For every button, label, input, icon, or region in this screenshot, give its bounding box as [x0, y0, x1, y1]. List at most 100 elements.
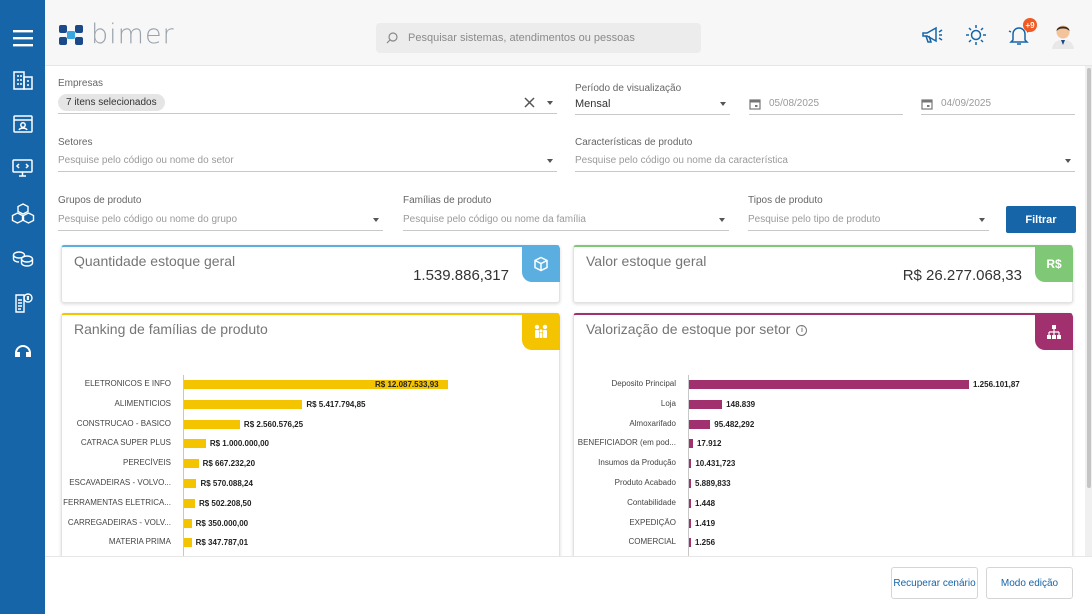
- bar[interactable]: [184, 538, 192, 548]
- avatar[interactable]: [1048, 20, 1078, 50]
- bar[interactable]: [689, 518, 691, 528]
- document-dollar-icon[interactable]: [9, 290, 36, 317]
- bar-row[interactable]: CATRACA SUPER PLUS R$ 1.000.000,00: [62, 438, 542, 450]
- grupos-select[interactable]: Pesquise pelo código ou nome do grupo: [58, 209, 383, 231]
- empresas-select[interactable]: 7 itens selecionados: [58, 92, 557, 114]
- bar-value-label: 10.431,723: [695, 459, 736, 469]
- notification-bell-icon[interactable]: +9: [1004, 18, 1037, 50]
- bar-category-label: ESCAVADEIRAS - VOLVO...: [69, 478, 171, 487]
- bar-row[interactable]: COMERCIAL 1.256: [574, 537, 1054, 549]
- valorizacao-setor-title: Valorização de estoque por setor i: [586, 321, 808, 337]
- bar[interactable]: [184, 439, 206, 449]
- filter-button[interactable]: Filtrar: [1006, 206, 1076, 233]
- bar[interactable]: [689, 380, 969, 389]
- chevron-down-icon[interactable]: [547, 100, 553, 105]
- bottom-action-bar: Recuperar cenário Modo edição: [45, 556, 1092, 614]
- logo[interactable]: bimer: [57, 19, 175, 50]
- kpi-valor-card: Valor estoque geral R$ 26.277.068,33 R$: [573, 245, 1073, 303]
- bar-row[interactable]: Contabilidade 1.448: [574, 498, 1054, 510]
- bar-category-label: Almoxarifado: [629, 418, 676, 428]
- edit-mode-button[interactable]: Modo edição: [986, 567, 1073, 599]
- bar-value-label: 95.482,292: [714, 419, 755, 429]
- bar[interactable]: [689, 419, 711, 429]
- bar[interactable]: [689, 439, 693, 449]
- bar-row[interactable]: MATERIA PRIMA R$ 347.787,01: [62, 537, 542, 549]
- periodo-select[interactable]: Mensal: [575, 93, 730, 115]
- bar-row[interactable]: Produto Acabado 5.889,833: [574, 478, 1054, 490]
- bar[interactable]: [184, 459, 199, 469]
- menu-icon[interactable]: [9, 24, 36, 51]
- chevron-down-icon[interactable]: [720, 101, 726, 106]
- bar-row[interactable]: PERECÍVEIS R$ 667.232,20: [62, 458, 542, 470]
- search-input[interactable]: [408, 32, 688, 44]
- tipos-select[interactable]: Pesquise pelo tipo de produto: [748, 209, 989, 231]
- bar[interactable]: [184, 498, 195, 508]
- bar[interactable]: [184, 419, 240, 429]
- data-inicio-field[interactable]: 05/08/2025: [749, 93, 903, 115]
- bar-value-label: 17.912: [696, 439, 722, 449]
- info-icon[interactable]: i: [796, 324, 808, 336]
- global-search[interactable]: [376, 23, 701, 53]
- chevron-down-icon[interactable]: [979, 217, 985, 222]
- bar-category-label: CONSTRUCAO - BASICO: [76, 418, 171, 428]
- bar-row[interactable]: FERRAMENTAS ELETRICA... R$ 502.208,50: [62, 498, 542, 510]
- calendar-icon[interactable]: [749, 98, 761, 110]
- chart-axis: [688, 375, 689, 556]
- support-icon[interactable]: [9, 336, 36, 363]
- recover-scenario-button[interactable]: Recuperar cenário: [891, 567, 978, 599]
- ranking-familias-card: Ranking de famílias de produto ELETRONIC…: [61, 313, 560, 556]
- familias-select[interactable]: Pesquise pelo código ou nome da família: [403, 209, 729, 231]
- bar-value-label: 5.889,833: [695, 479, 731, 488]
- bar-row[interactable]: Almoxarifado 95.482,292: [574, 419, 1054, 431]
- bar-row[interactable]: ALIMENTICIOS R$ 5.417.794,85: [62, 399, 542, 411]
- bar[interactable]: [689, 479, 691, 488]
- bar[interactable]: [689, 498, 691, 508]
- familias-label: Famílias de produto: [403, 195, 492, 206]
- bar[interactable]: [184, 518, 192, 528]
- calendar-icon[interactable]: [921, 98, 933, 110]
- bar-row[interactable]: CARREGADEIRAS - VOLV... R$ 350.000,00: [62, 518, 542, 530]
- box-icon: [522, 246, 560, 282]
- bar-row[interactable]: EXPEDIÇÃO 1.419: [574, 518, 1054, 530]
- bar[interactable]: [689, 538, 691, 548]
- bar-category-label: Deposito Principal: [611, 379, 676, 388]
- bar-value-label: R$ 570.088,24: [200, 479, 253, 488]
- chevron-down-icon[interactable]: [547, 158, 553, 163]
- bar-row[interactable]: Loja 148.839: [574, 399, 1054, 411]
- setores-select[interactable]: Pesquise pelo código ou nome do setor: [58, 150, 557, 172]
- bar[interactable]: [184, 399, 303, 409]
- chevron-down-icon[interactable]: [1065, 158, 1071, 163]
- coins-icon[interactable]: [9, 244, 36, 271]
- chevron-down-icon[interactable]: [719, 217, 725, 222]
- bar-value-label: 148.839: [726, 399, 756, 409]
- boxes-icon[interactable]: [9, 200, 36, 227]
- bar-category-label: MATERIA PRIMA: [108, 537, 171, 547]
- bar[interactable]: [184, 479, 197, 488]
- building-icon[interactable]: [9, 66, 36, 93]
- empresas-chip[interactable]: 7 itens selecionados: [58, 94, 165, 111]
- data-fim-field[interactable]: 04/09/2025: [921, 93, 1075, 115]
- bar-category-label: CATRACA SUPER PLUS: [80, 438, 171, 448]
- chevron-down-icon[interactable]: [373, 217, 379, 222]
- bar-row[interactable]: ELETRONICOS E INFO R$ 12.087.533,93: [62, 379, 542, 391]
- scrollbar-thumb[interactable]: [1087, 68, 1091, 488]
- clear-icon[interactable]: [524, 97, 535, 108]
- setores-label: Setores: [58, 137, 93, 148]
- bar-category-label: Contabilidade: [627, 497, 676, 507]
- contact-card-icon[interactable]: [9, 110, 36, 137]
- bar-row[interactable]: Insumos da Produção 10.431,723: [574, 458, 1054, 470]
- bar-category-label: ELETRONICOS E INFO: [84, 379, 171, 388]
- bar-row[interactable]: BENEFICIADOR (em pod... 17.912: [574, 438, 1054, 450]
- bar[interactable]: [184, 380, 448, 389]
- bar[interactable]: [689, 399, 723, 409]
- bar-row[interactable]: CONSTRUCAO - BASICO R$ 2.560.576,25: [62, 419, 542, 431]
- caracteristicas-select[interactable]: Pesquise pelo código ou nome da caracter…: [575, 150, 1075, 172]
- caracteristicas-placeholder: Pesquise pelo código ou nome da caracter…: [575, 155, 788, 166]
- theme-sun-icon[interactable]: [961, 20, 991, 50]
- bar-value-label: R$ 2.560.576,25: [243, 419, 304, 429]
- bar-row[interactable]: ESCAVADEIRAS - VOLVO... R$ 570.088,24: [62, 478, 542, 490]
- bar[interactable]: [689, 459, 692, 469]
- monitor-code-icon[interactable]: [9, 154, 36, 181]
- megaphone-icon[interactable]: [917, 20, 947, 50]
- bar-row[interactable]: Deposito Principal 1.256.101,87: [574, 379, 1054, 391]
